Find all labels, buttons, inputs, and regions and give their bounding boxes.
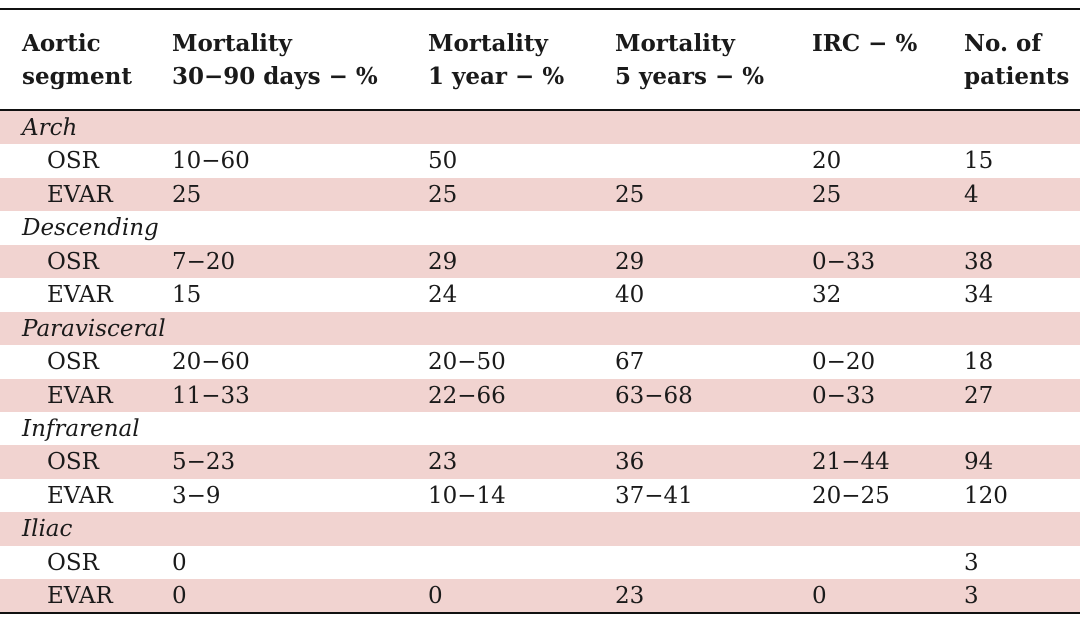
cell-treatment: OSR bbox=[47, 449, 99, 476]
table-row: EVAR 25 25 25 25 4 bbox=[0, 177, 1080, 212]
table-row: EVAR 0 0 23 0 3 bbox=[0, 579, 1080, 613]
cell-mortality-1-year: 20−50 bbox=[428, 349, 506, 376]
cell-mortality-1-year: 23 bbox=[428, 449, 458, 476]
header-mortality-30-90-days: Mortality 30−90 days − % bbox=[172, 27, 378, 93]
cell-patients: 3 bbox=[964, 549, 979, 576]
cell-irc: 0−33 bbox=[812, 382, 876, 409]
table-row: EVAR 15 24 40 32 34 bbox=[0, 278, 1080, 311]
cell-mortality-1-year: 24 bbox=[428, 282, 458, 309]
cell-mortality-5-years: 63−68 bbox=[615, 382, 693, 409]
section-label: Infrarenal bbox=[22, 415, 140, 442]
header-line: 1 year − % bbox=[428, 63, 565, 90]
header-line: patients bbox=[964, 63, 1070, 90]
cell-patients: 3 bbox=[964, 583, 979, 610]
section-label: Descending bbox=[22, 215, 159, 242]
cell-irc: 0−33 bbox=[812, 248, 876, 275]
cell-mortality-1-year: 10−14 bbox=[428, 482, 506, 509]
header-line: segment bbox=[22, 63, 132, 90]
cell-patients: 38 bbox=[964, 248, 994, 275]
cell-treatment: EVAR bbox=[47, 181, 113, 208]
header-mortality-5-years: Mortality 5 years − % bbox=[615, 27, 764, 93]
cell-mortality-5-years: 25 bbox=[615, 181, 645, 208]
cell-irc: 21−44 bbox=[812, 449, 890, 476]
header-line: 30−90 days − % bbox=[172, 63, 378, 90]
cell-mortality-5-years: 36 bbox=[615, 449, 645, 476]
cell-mortality-1-year: 25 bbox=[428, 181, 458, 208]
cell-mortality-1-year: 50 bbox=[428, 148, 458, 175]
cell-irc: 0−20 bbox=[812, 349, 876, 376]
cell-mortality-30-90: 10−60 bbox=[172, 148, 250, 175]
cell-mortality-30-90: 11−33 bbox=[172, 382, 250, 409]
table-row: EVAR 11−33 22−66 63−68 0−33 27 bbox=[0, 378, 1080, 412]
cell-mortality-30-90: 20−60 bbox=[172, 349, 250, 376]
header-line: Mortality bbox=[428, 30, 548, 57]
section-label: Iliac bbox=[22, 516, 73, 543]
header-line: IRC − % bbox=[812, 30, 918, 57]
cell-patients: 15 bbox=[964, 148, 994, 175]
cell-irc: 20 bbox=[812, 148, 842, 175]
cell-mortality-30-90: 0 bbox=[172, 549, 187, 576]
table-body: Arch OSR 10−60 50 20 15 EVAR 25 25 25 25… bbox=[0, 111, 1080, 613]
header-line: No. of bbox=[964, 30, 1042, 57]
cell-patients: 94 bbox=[964, 449, 994, 476]
cell-treatment: OSR bbox=[47, 148, 99, 175]
cell-mortality-5-years: 23 bbox=[615, 583, 645, 610]
cell-patients: 34 bbox=[964, 282, 994, 309]
cell-mortality-1-year: 0 bbox=[428, 583, 443, 610]
cell-irc: 20−25 bbox=[812, 482, 890, 509]
cell-patients: 18 bbox=[964, 349, 994, 376]
header-aortic-segment: Aortic segment bbox=[22, 27, 132, 93]
cell-mortality-30-90: 0 bbox=[172, 583, 187, 610]
cell-treatment: EVAR bbox=[47, 382, 113, 409]
cell-mortality-5-years: 37−41 bbox=[615, 482, 693, 509]
table-row: EVAR 3−9 10−14 37−41 20−25 120 bbox=[0, 479, 1080, 512]
cell-patients: 120 bbox=[964, 482, 1008, 509]
cell-patients: 4 bbox=[964, 181, 979, 208]
cell-treatment: OSR bbox=[47, 349, 99, 376]
cell-mortality-5-years: 40 bbox=[615, 282, 645, 309]
header-line: 5 years − % bbox=[615, 63, 765, 90]
table-row: OSR 0 3 bbox=[0, 546, 1080, 579]
cell-treatment: OSR bbox=[47, 549, 99, 576]
section-row-infrarenal: Infrarenal bbox=[0, 412, 1080, 445]
section-row-descending: Descending bbox=[0, 211, 1080, 244]
table-row: OSR 10−60 50 20 15 bbox=[0, 144, 1080, 177]
table-row: OSR 7−20 29 29 0−33 38 bbox=[0, 244, 1080, 279]
cell-irc: 32 bbox=[812, 282, 842, 309]
cell-mortality-5-years: 67 bbox=[615, 349, 645, 376]
cell-patients: 27 bbox=[964, 382, 994, 409]
header-line: Mortality bbox=[615, 30, 735, 57]
table-header-rule bbox=[0, 109, 1080, 111]
section-label: Arch bbox=[22, 115, 78, 141]
cell-mortality-30-90: 25 bbox=[172, 181, 202, 208]
cell-mortality-30-90: 3−9 bbox=[172, 482, 221, 509]
cell-mortality-1-year: 29 bbox=[428, 248, 458, 275]
table-header: Aortic segment Mortality 30−90 days − % … bbox=[0, 10, 1080, 109]
cell-mortality-30-90: 15 bbox=[172, 282, 202, 309]
section-row-iliac: Iliac bbox=[0, 512, 1080, 546]
cell-mortality-30-90: 5−23 bbox=[172, 449, 236, 476]
header-irc: IRC − % bbox=[812, 27, 917, 60]
cell-irc: 0 bbox=[812, 583, 827, 610]
header-line: Aortic bbox=[22, 30, 101, 57]
cell-treatment: EVAR bbox=[47, 482, 113, 509]
table-row: OSR 20−60 20−50 67 0−20 18 bbox=[0, 345, 1080, 378]
header-line: Mortality bbox=[172, 30, 292, 57]
table-top-rule bbox=[0, 8, 1080, 10]
header-mortality-1-year: Mortality 1 year − % bbox=[428, 27, 564, 93]
table-row: OSR 5−23 23 36 21−44 94 bbox=[0, 445, 1080, 479]
cell-mortality-1-year: 22−66 bbox=[428, 382, 506, 409]
header-no-of-patients: No. of patients bbox=[964, 27, 1069, 93]
cell-treatment: OSR bbox=[47, 248, 99, 275]
cell-treatment: EVAR bbox=[47, 583, 113, 610]
cell-mortality-30-90: 7−20 bbox=[172, 248, 236, 275]
cell-irc: 25 bbox=[812, 181, 842, 208]
section-row-arch: Arch bbox=[0, 111, 1080, 145]
cell-treatment: EVAR bbox=[47, 282, 113, 309]
cell-mortality-5-years: 29 bbox=[615, 248, 645, 275]
table-bottom-rule bbox=[0, 612, 1080, 614]
section-row-paravisceral: Paravisceral bbox=[0, 311, 1080, 346]
section-label: Paravisceral bbox=[22, 315, 166, 342]
